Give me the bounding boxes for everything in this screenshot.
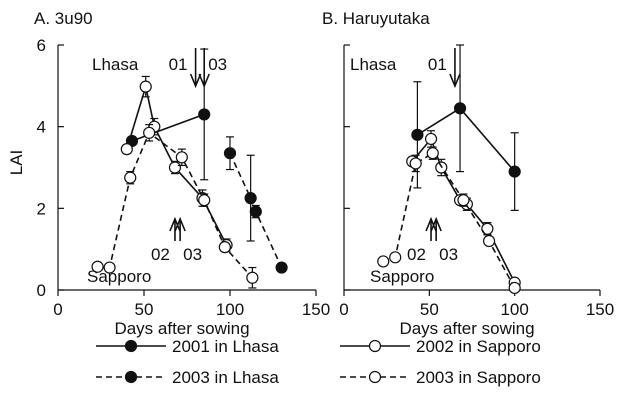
panel-a-sapporo-arrow-head: [169, 216, 181, 232]
legend-item-2003-in-sapporo-label: 2003 in Sapporo: [416, 368, 541, 387]
legend-item-2001-in-lhasa-marker: [124, 339, 138, 353]
panel-a-series-2003-in-lhasa-point: [275, 261, 288, 274]
panel-b-series-2001-in-lhasa-point: [508, 165, 521, 178]
panel-a-series-2003-in-lhasa-point: [244, 192, 257, 205]
panel-b-sapporo-arrow-head: [430, 216, 442, 232]
panel-a-lhasa-year-label: 01: [169, 55, 188, 74]
panel-a-series-2001-in-lhasa-line: [131, 113, 205, 142]
panel-a-lhasa-arrow-head: [189, 73, 202, 89]
panel-a-series-2001-in-lhasa-point: [198, 108, 211, 121]
panel-a-series-2003-in-sapporo-point: [124, 171, 137, 184]
panel-a-series-2003-in-sapporo-point: [218, 241, 231, 254]
panel-b-series-2003-in-sapporo-point: [508, 281, 521, 295]
panel-b-sapporo-label: Sapporo: [370, 267, 434, 286]
legend-item-2003-in-sapporo-marker: [368, 370, 382, 384]
panel-b-series-2003-in-sapporo-point: [409, 157, 422, 170]
panel-a-series-2003-in-sapporo-point: [175, 151, 188, 164]
legend-item-2003-in-lhasa-label: 2003 in Lhasa: [172, 368, 279, 387]
panel-b-sapporo-arrow-head: [425, 216, 437, 232]
panel-a-sapporo-year-label: 02: [151, 245, 170, 264]
panel-b-lhasa-label: Lhasa: [350, 55, 397, 74]
panel-a-sapporo-label: Sapporo: [87, 267, 151, 286]
panel-a-y-tick-label: 0: [37, 281, 46, 300]
panel-a-x-tick-label: 0: [53, 300, 62, 319]
legend-item-2003-in-lhasa-marker: [124, 370, 138, 384]
panel-a-x-axis-label: Days after sowing: [114, 319, 249, 338]
panel-b-lhasa-arrow-head: [449, 73, 461, 89]
panel-b-x-tick-label: 150: [586, 300, 614, 319]
panel-a-series-2002-in-sapporo-point: [120, 143, 133, 156]
panel-a-lhasa-year-label: 03: [208, 55, 227, 74]
panel-b-x-axis-label: Days after sowing: [399, 319, 534, 338]
panel-a-x-tick-label: 150: [302, 300, 330, 319]
panel-a-lhasa-label: Lhasa: [92, 55, 139, 74]
panel-b-series-2003-in-sapporo-point: [482, 234, 496, 248]
panel-b-series-2001-in-lhasa-point: [453, 102, 467, 115]
panel-b-series-2003-in-sapporo-point: [457, 194, 470, 207]
panel-a-x-tick-label: 100: [216, 300, 244, 319]
panel-b-series-2003-in-sapporo-point: [389, 251, 402, 264]
panel-a-y-tick-label: 4: [37, 118, 46, 137]
panel-b-series-2001-in-lhasa-point: [411, 128, 424, 141]
panel-b-x-tick-label: 50: [420, 300, 439, 319]
panel-b-lhasa-year-label: 01: [428, 55, 447, 74]
panel-b-series-2003-in-sapporo-point: [426, 147, 439, 160]
legend-item-2002-in-sapporo-marker: [368, 339, 382, 353]
panel-a-series-2003-in-sapporo-point: [246, 271, 259, 284]
panel-a-series-2003-in-sapporo-point: [103, 261, 116, 274]
panel-b-series-2003-in-sapporo-point: [377, 255, 390, 268]
panel-a-y-tick-label: 2: [37, 199, 46, 218]
panel-a-series-2002-in-sapporo-point: [168, 161, 182, 174]
panel-a-title: A. 3u90: [34, 9, 93, 28]
panel-a-series-2003-in-sapporo-point: [143, 126, 156, 139]
panel-a-sapporo-arrow-head: [174, 216, 186, 232]
panel-b-x-tick-label: 0: [339, 300, 348, 319]
panel-a-series-2003-in-sapporo-line: [97, 131, 253, 279]
panel-a-lhasa-arrow-head: [198, 73, 210, 89]
panel-a-series-2003-in-sapporo-point: [198, 194, 211, 207]
panel-a-series-2002-in-sapporo-point: [139, 80, 152, 93]
panel-b-title: B. Haruyutaka: [322, 9, 430, 28]
panel-a-series-2003-in-lhasa-point: [249, 205, 262, 218]
panel-a-series-2003-in-lhasa-line: [229, 152, 283, 268]
panel-b-series-2002-in-sapporo-point: [424, 132, 438, 146]
panel-b-sapporo-year-label: 03: [439, 245, 458, 264]
panel-a-x-tick-label: 50: [135, 300, 154, 319]
panel-b-series-2002-in-sapporo-point: [481, 222, 494, 235]
panel-a-y-axis-label: LAI: [7, 150, 26, 176]
panel-a-y-tick-label: 6: [37, 36, 46, 55]
legend-item-2002-in-sapporo-label: 2002 in Sapporo: [416, 337, 541, 356]
legend-item-2001-in-lhasa-label: 2001 in Lhasa: [172, 337, 279, 356]
panel-a-series-2003-in-lhasa-point: [223, 147, 237, 160]
panel-b-x-tick-label: 100: [500, 300, 528, 319]
panel-a-series-2003-in-sapporo-point: [91, 260, 104, 273]
panel-a-sapporo-year-label: 03: [183, 245, 202, 264]
panel-b-sapporo-year-label: 02: [407, 245, 426, 264]
